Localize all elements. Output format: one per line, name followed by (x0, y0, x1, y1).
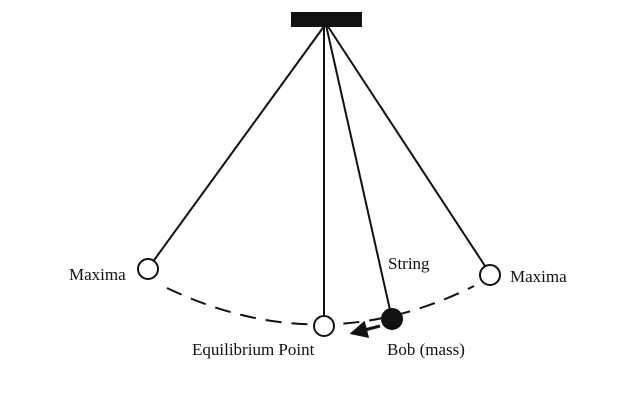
moving-bob (381, 308, 403, 330)
ceiling-support (291, 12, 362, 27)
string-bob (325, 24, 391, 311)
string-left-maxima (151, 24, 326, 264)
maxima-right-label: Maxima (510, 267, 567, 286)
maxima-right-bob (479, 264, 501, 286)
equilibrium-bob (313, 315, 335, 337)
string-label: String (388, 254, 430, 273)
string-right-maxima (326, 24, 486, 267)
equilibrium-point-label: Equilibrium Point (192, 340, 315, 359)
bob-label: Bob (mass) (387, 340, 465, 359)
maxima-left-label: Maxima (69, 265, 126, 284)
maxima-left-bob (137, 258, 159, 280)
motion-arrow (349, 320, 381, 339)
